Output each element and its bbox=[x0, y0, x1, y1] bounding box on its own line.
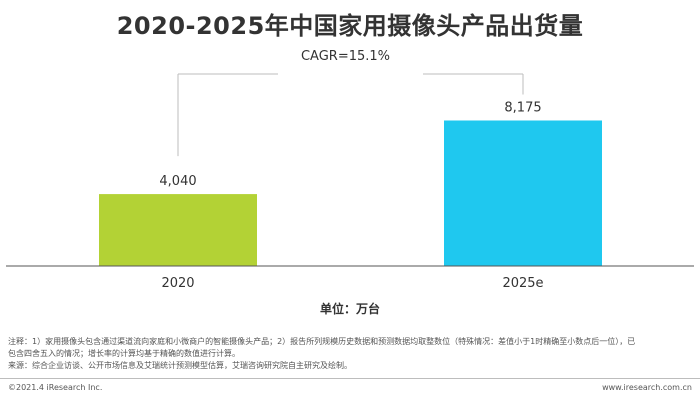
notes-block: 注释：1）家用摄像头包含通过渠道流向家庭和小微商户的智能摄像头产品；2）报告所列… bbox=[8, 336, 696, 372]
note-line-1: 注释：1）家用摄像头包含通过渠道流向家庭和小微商户的智能摄像头产品；2）报告所列… bbox=[8, 337, 636, 346]
bar-chart: 4,040 2020 8,175 2025e CAGR=15.1% bbox=[6, 49, 694, 291]
tick-label-2025e: 2025e bbox=[502, 276, 543, 291]
cagr-annotation: CAGR=15.1% bbox=[301, 49, 390, 64]
tick-label-2020: 2020 bbox=[161, 276, 194, 291]
data-label-2025e: 8,175 bbox=[504, 100, 541, 115]
chart-title: 2020-2025年中国家用摄像头产品出货量 bbox=[116, 12, 584, 40]
data-label-2020: 4,040 bbox=[159, 174, 196, 189]
copyright-text: ©2021.4 iResearch Inc. bbox=[8, 383, 103, 392]
website-text: www.iresearch.com.cn bbox=[602, 383, 692, 392]
bar-2020 bbox=[99, 194, 257, 266]
cagr-bracket: CAGR=15.1% bbox=[177, 49, 524, 157]
footer-divider bbox=[0, 378, 700, 379]
bars-group: 4,040 2020 8,175 2025e bbox=[99, 100, 602, 291]
source-line: 来源：综合企业访谈、公开市场信息及艾瑞统计预测模型估算，艾瑞咨询研究院自主研究及… bbox=[8, 361, 352, 370]
bar-2025e bbox=[444, 120, 602, 266]
unit-label: 单位：万台 bbox=[319, 302, 380, 316]
note-line-2: 包含四舍五入的情况；增长率的计算均基于精确的数值进行计算。 bbox=[8, 349, 240, 358]
